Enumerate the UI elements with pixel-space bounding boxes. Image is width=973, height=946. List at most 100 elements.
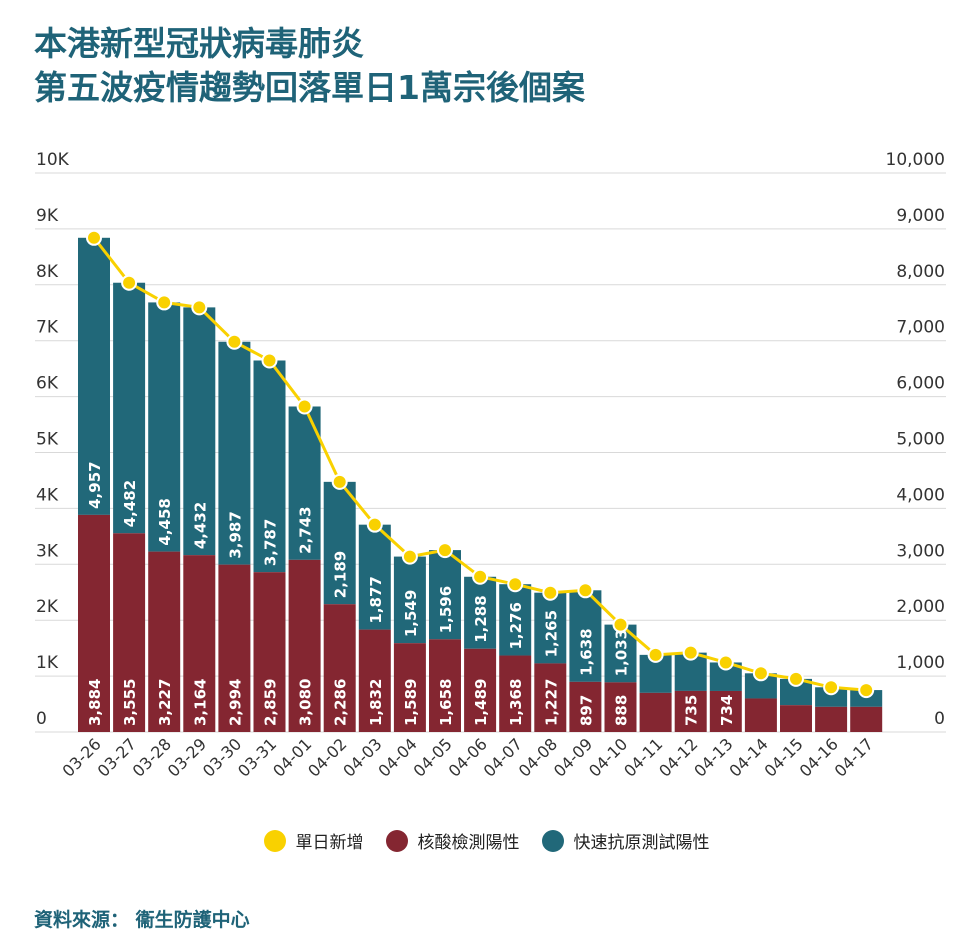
point-daily-new [788, 670, 804, 687]
chart-title: 本港新型冠狀病毒肺炎 第五波疫情趨勢回落單日1萬宗後個案 [34, 22, 585, 110]
y-tick-label-right: 5,000 [896, 430, 945, 450]
bar-pcr [464, 648, 497, 732]
bar-pcr [850, 706, 883, 732]
point-daily-new [507, 576, 524, 593]
bar-pcr [639, 692, 672, 732]
data-label-pcr: 1,589 [402, 679, 420, 726]
y-tick-label-left: 0 [36, 709, 47, 729]
y-tick-label-right: 10,000 [886, 150, 945, 170]
data-label-rat: 4,482 [121, 480, 139, 527]
legend-swatch-daily [263, 829, 286, 852]
bar-rat [464, 576, 497, 649]
y-tick-label-left: 10K [36, 150, 70, 170]
x-tick-label: 04-12 [655, 734, 701, 780]
data-label-rat: 1,877 [367, 576, 385, 623]
x-tick-label: 04-14 [725, 734, 771, 780]
data-label-rat: 1,276 [507, 602, 525, 649]
data-label-rat: 3,987 [226, 511, 244, 558]
data-label-pcr: 897 [577, 695, 595, 726]
title-line-2: 第五波疫情趨勢回落單日1萬宗後個案 [34, 68, 585, 107]
legend: 單日新增 核酸檢測陽性 快速抗原測試陽性 [0, 828, 973, 853]
bar-rat [429, 550, 461, 640]
legend-item-rat: 快速抗原測試陽性 [541, 828, 710, 853]
bar-pcr [358, 629, 391, 732]
bar-pcr [744, 698, 777, 732]
point-daily-new [191, 299, 208, 316]
point-daily-new [261, 352, 278, 369]
point-daily-new [682, 644, 699, 661]
bar-pcr [429, 639, 461, 732]
data-label-rat: 1,288 [472, 595, 490, 642]
point-daily-new [331, 473, 348, 490]
point-daily-new [156, 294, 173, 311]
bar-pcr [780, 705, 812, 732]
point-daily-new [752, 665, 769, 682]
bar-pcr [709, 690, 742, 732]
data-label-rat: 1,265 [542, 610, 560, 657]
bar-pcr [113, 533, 146, 732]
bar-rat [358, 524, 391, 630]
bar-rat [218, 341, 251, 565]
x-tick-label: 04-06 [445, 734, 491, 780]
y-tick-label-right: 1,000 [896, 653, 945, 673]
stacked-bar-chart: 0 0 1K 1,000 2K 2,000 3K 3,000 4K 4,000 5K 5,000 6K 6… [35, 150, 946, 781]
y-tick-label-left: 2K [36, 597, 59, 617]
x-tick-label: 03-28 [129, 734, 175, 780]
data-label-rat: 4,432 [191, 502, 209, 549]
bar-rat [323, 481, 356, 605]
data-label-pcr: 1,489 [472, 679, 490, 726]
y-tick-label-right: 2,000 [896, 597, 945, 617]
x-tick-label: 04-03 [339, 734, 385, 780]
bar-pcr [78, 514, 110, 732]
data-label-rat: 2,743 [297, 506, 315, 553]
y-tick-label-left: 1K [36, 653, 59, 673]
x-tick-label: 03-26 [59, 734, 105, 780]
y-tick-label-left: 7K [36, 318, 59, 338]
legend-swatch-rat [541, 829, 564, 852]
x-tick-label: 04-11 [620, 734, 666, 780]
x-tick-label: 03-31 [234, 734, 280, 780]
x-tick-label: 04-13 [690, 734, 736, 780]
data-label-pcr: 735 [683, 695, 701, 726]
y-tick-label-right: 3,000 [896, 541, 945, 561]
bar-pcr [393, 643, 426, 732]
data-label-rat: 1,033 [613, 629, 631, 676]
x-tick-label: 04-04 [374, 734, 420, 780]
x-tick-label: 04-10 [585, 734, 631, 780]
bar-pcr [534, 663, 567, 732]
data-label-pcr: 1,227 [542, 679, 560, 726]
bar-rat [148, 302, 181, 552]
x-tick-label: 03-29 [164, 734, 210, 780]
point-daily-new [86, 229, 102, 246]
bar-pcr [604, 682, 637, 732]
bar-pcr [674, 690, 707, 732]
point-daily-new [612, 616, 629, 633]
data-label-pcr: 2,994 [226, 679, 244, 726]
bar-rat [393, 556, 426, 644]
bar-pcr [148, 551, 181, 732]
legend-swatch-pcr [385, 829, 408, 852]
bar-rat [183, 307, 216, 556]
data-label-pcr: 1,658 [437, 679, 455, 726]
data-label-pcr: 1,832 [367, 679, 385, 726]
x-tick-label: 03-27 [94, 734, 140, 780]
y-tick-label-right: 7,000 [896, 318, 945, 338]
data-label-rat: 4,458 [156, 498, 174, 545]
bar-pcr [183, 555, 216, 732]
legend-label-daily: 單日新增 [295, 833, 364, 853]
data-label-rat: 2,189 [332, 551, 350, 598]
x-tick-label: 04-08 [515, 734, 561, 780]
y-tick-label-left: 8K [36, 262, 59, 282]
bar-rat [815, 687, 848, 707]
data-label-pcr: 3,227 [156, 679, 174, 726]
legend-item-daily: 單日新增 [263, 828, 364, 853]
data-label-pcr: 3,555 [121, 679, 139, 726]
point-daily-new [472, 568, 489, 585]
data-label-rat: 3,787 [262, 519, 280, 566]
data-label-rat: 1,638 [577, 628, 595, 675]
data-label-pcr: 888 [613, 695, 631, 726]
point-daily-new [366, 516, 383, 533]
bar-pcr [218, 564, 251, 732]
legend-label-pcr: 核酸檢測陽性 [417, 833, 520, 853]
source-note: 資料來源： 衞生防護中心 [34, 909, 250, 931]
